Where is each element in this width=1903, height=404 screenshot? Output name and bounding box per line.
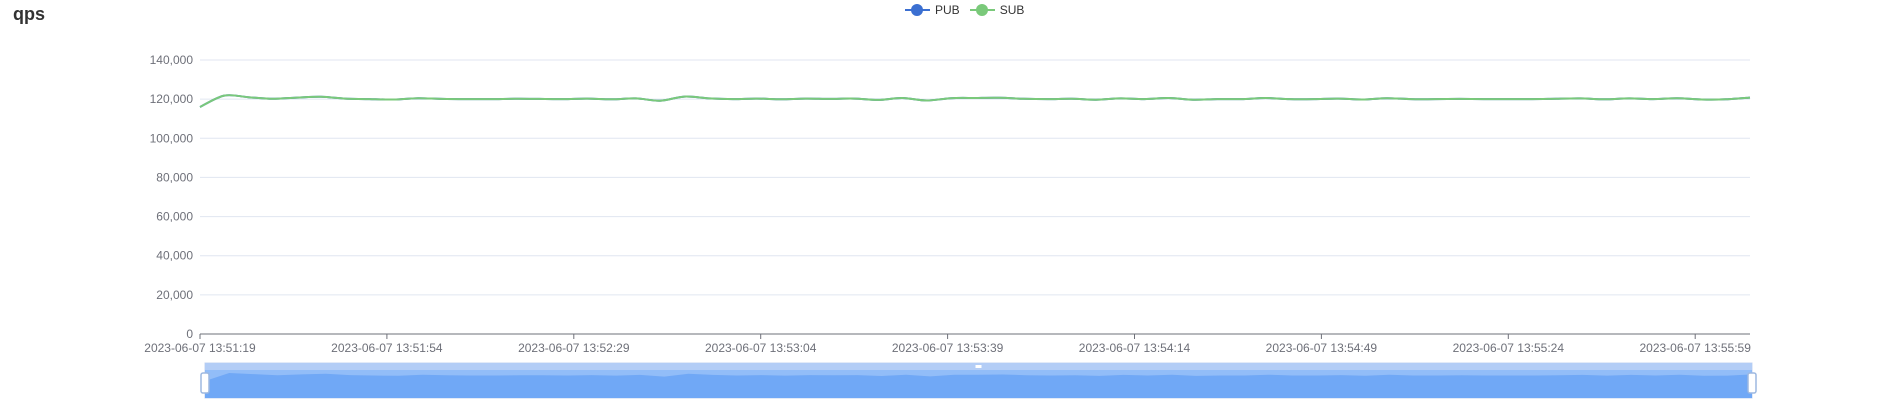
y-tick-label: 40,000: [156, 249, 193, 263]
x-tick-label: 2023-06-07 13:54:14: [1079, 341, 1191, 355]
y-tick-label: 20,000: [156, 288, 193, 302]
zoom-handle-right[interactable]: [1747, 372, 1757, 394]
x-tick-label: 2023-06-07 13:52:29: [518, 341, 630, 355]
y-tick-label: 80,000: [156, 170, 193, 184]
legend-item-sub[interactable]: SUB: [969, 3, 1025, 17]
legend-sub-dot: [975, 4, 988, 16]
x-tick-label: 2023-06-07 13:51:54: [331, 341, 443, 355]
x-tick-label: 2023-06-07 13:54:49: [1266, 341, 1378, 355]
series-line-pub: [199, 94, 1751, 108]
panel-title: qps: [13, 4, 46, 24]
legend-label-sub: SUB: [999, 3, 1025, 17]
y-tick-label: 100,000: [150, 131, 194, 145]
y-tick-label: 60,000: [156, 210, 193, 224]
y-tick-label: 140,000: [150, 53, 194, 67]
zoom-handle-left[interactable]: [200, 372, 210, 394]
x-tick-label: 2023-06-07 13:55:59: [1639, 341, 1751, 355]
x-tick-label: 2023-06-07 13:55:24: [1453, 341, 1565, 355]
legend-pub-dot: [911, 4, 923, 16]
legend-item-pub[interactable]: PUB: [905, 3, 960, 17]
series-line-sub: [199, 94, 1751, 108]
legend-label-pub: PUB: [935, 3, 960, 17]
circle-line-icon: [969, 3, 995, 17]
x-tick-label: 2023-06-07 13:51:19: [144, 341, 256, 355]
y-tick-label: 0: [186, 327, 193, 341]
y-tick-label: 120,000: [150, 92, 194, 106]
circle-line-icon: [905, 3, 930, 17]
x-tick-label: 2023-06-07 13:53:04: [705, 341, 817, 355]
x-tick-label: 2023-06-07 13:53:39: [892, 341, 1004, 355]
chart-legend: PUB SUB: [905, 3, 1034, 17]
zoom-move-grip-icon: [975, 365, 982, 368]
